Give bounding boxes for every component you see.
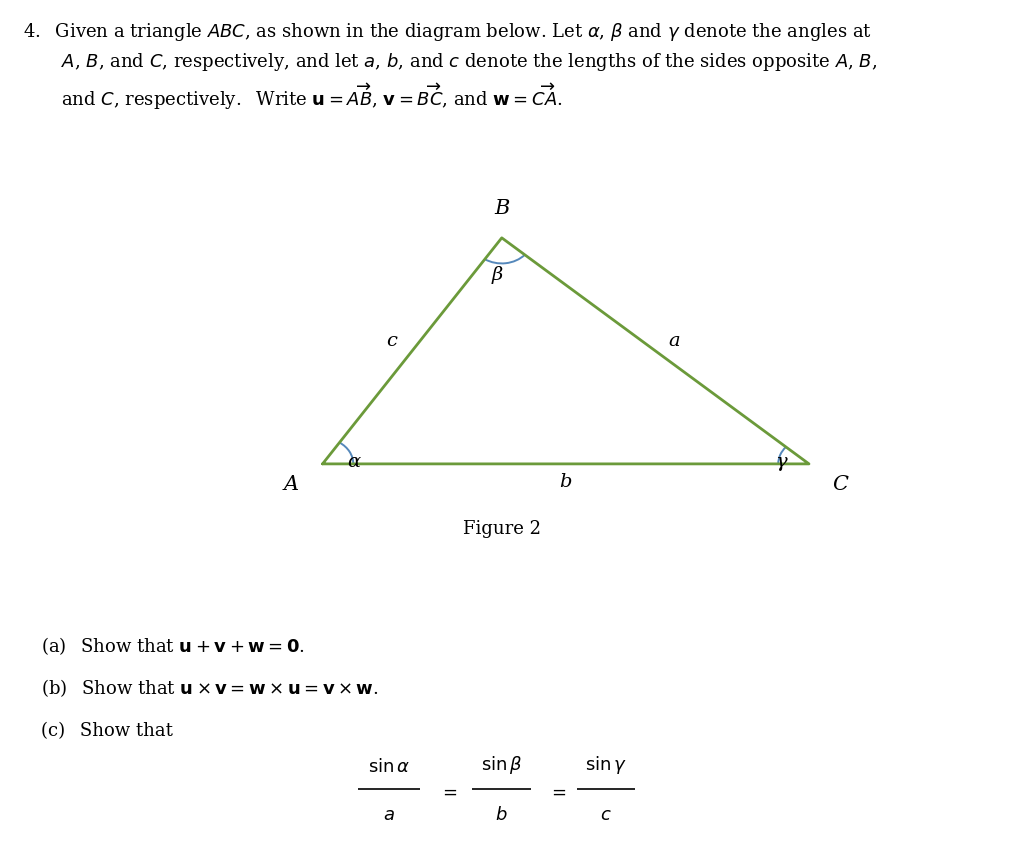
Text: c: c	[386, 331, 396, 350]
Text: 4.  Given a triangle $\mathit{ABC}$, as shown in the diagram below. Let $\alpha$: 4. Given a triangle $\mathit{ABC}$, as s…	[23, 21, 871, 43]
Text: $a$: $a$	[383, 805, 395, 823]
Text: B: B	[494, 199, 510, 217]
Text: $=$: $=$	[439, 781, 458, 800]
Text: α: α	[347, 452, 359, 471]
Text: $c$: $c$	[600, 805, 612, 823]
Text: $\sin\gamma$: $\sin\gamma$	[585, 753, 628, 775]
Text: $\mathit{A}$, $\mathit{B}$, and $\mathit{C}$, respectively, and let $\mathit{a}$: $\mathit{A}$, $\mathit{B}$, and $\mathit…	[61, 51, 878, 73]
Text: and $\mathit{C}$, respectively.  Write $\mathbf{u} = \overrightarrow{AB}$, $\mat: and $\mathit{C}$, respectively. Write $\…	[61, 81, 563, 112]
Text: $\sin\alpha$: $\sin\alpha$	[368, 757, 411, 775]
Text: Figure 2: Figure 2	[463, 519, 541, 538]
Text: (b)  Show that $\mathbf{u} \times \mathbf{v} = \mathbf{w} \times \mathbf{u} = \m: (b) Show that $\mathbf{u} \times \mathbf…	[41, 676, 379, 699]
Text: $b$: $b$	[496, 805, 508, 823]
Text: A: A	[284, 475, 299, 493]
Text: $=$: $=$	[548, 781, 566, 800]
Text: β: β	[493, 265, 503, 284]
Text: (a)  Show that $\mathbf{u} + \mathbf{v} + \mathbf{w} = \mathbf{0}$.: (a) Show that $\mathbf{u} + \mathbf{v} +…	[41, 635, 305, 657]
Text: C: C	[833, 475, 849, 493]
Text: b: b	[559, 472, 571, 491]
Text: a: a	[668, 331, 680, 350]
Text: $\sin\beta$: $\sin\beta$	[481, 753, 522, 775]
Text: (c)  Show that: (c) Show that	[41, 721, 173, 740]
Text: γ: γ	[775, 452, 787, 471]
